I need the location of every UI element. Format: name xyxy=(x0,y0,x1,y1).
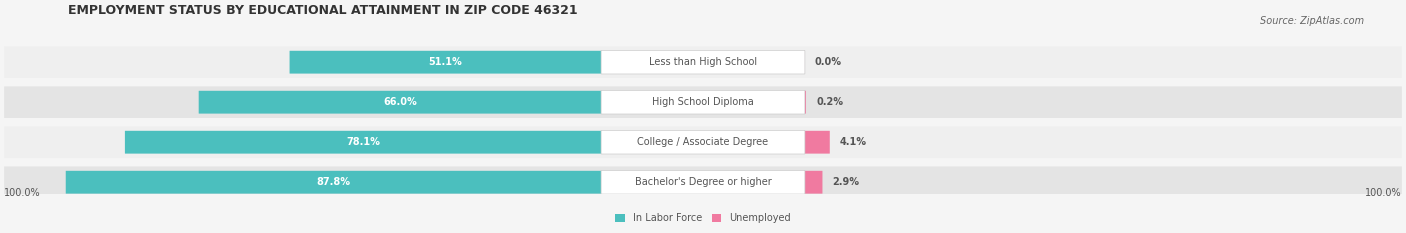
FancyBboxPatch shape xyxy=(198,91,602,114)
FancyBboxPatch shape xyxy=(602,50,804,74)
Text: 66.0%: 66.0% xyxy=(384,97,418,107)
Text: College / Associate Degree: College / Associate Degree xyxy=(637,137,769,147)
FancyBboxPatch shape xyxy=(602,90,804,114)
Text: Bachelor's Degree or higher: Bachelor's Degree or higher xyxy=(634,177,772,187)
FancyBboxPatch shape xyxy=(4,46,1402,78)
Text: 2.9%: 2.9% xyxy=(832,177,859,187)
FancyBboxPatch shape xyxy=(125,131,602,154)
Text: EMPLOYMENT STATUS BY EDUCATIONAL ATTAINMENT IN ZIP CODE 46321: EMPLOYMENT STATUS BY EDUCATIONAL ATTAINM… xyxy=(67,4,578,17)
Text: High School Diploma: High School Diploma xyxy=(652,97,754,107)
Text: 0.2%: 0.2% xyxy=(815,97,844,107)
FancyBboxPatch shape xyxy=(602,130,804,154)
FancyBboxPatch shape xyxy=(4,86,1402,118)
Text: 87.8%: 87.8% xyxy=(316,177,350,187)
FancyBboxPatch shape xyxy=(804,91,806,114)
Text: 0.0%: 0.0% xyxy=(815,57,842,67)
Text: Source: ZipAtlas.com: Source: ZipAtlas.com xyxy=(1260,16,1364,26)
FancyBboxPatch shape xyxy=(290,51,602,74)
Text: 100.0%: 100.0% xyxy=(4,188,41,199)
Legend: In Labor Force, Unemployed: In Labor Force, Unemployed xyxy=(612,209,794,227)
Text: 4.1%: 4.1% xyxy=(839,137,868,147)
Text: 51.1%: 51.1% xyxy=(429,57,463,67)
FancyBboxPatch shape xyxy=(4,127,1402,158)
FancyBboxPatch shape xyxy=(804,171,823,194)
Text: Less than High School: Less than High School xyxy=(650,57,756,67)
FancyBboxPatch shape xyxy=(4,166,1402,198)
Text: 78.1%: 78.1% xyxy=(346,137,380,147)
Text: 100.0%: 100.0% xyxy=(1365,188,1402,199)
FancyBboxPatch shape xyxy=(66,171,602,194)
FancyBboxPatch shape xyxy=(602,170,804,194)
FancyBboxPatch shape xyxy=(804,131,830,154)
